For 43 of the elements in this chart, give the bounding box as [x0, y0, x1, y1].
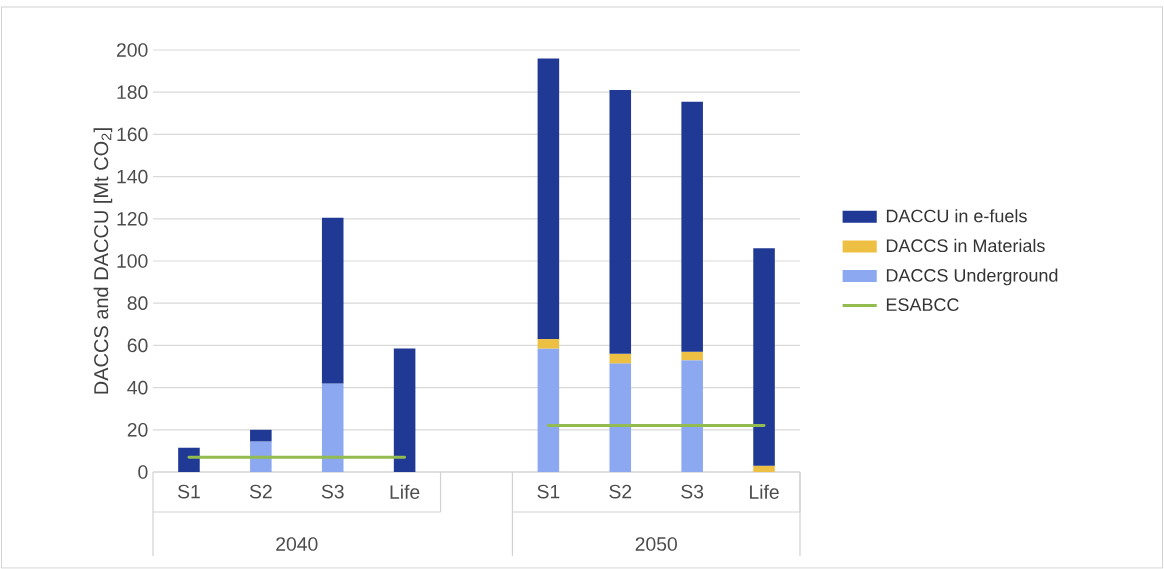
y-tick-label: 200 [117, 43, 148, 57]
legend-label: DACCS Underground [886, 268, 1058, 286]
text: 2050 [635, 537, 677, 551]
bar [321, 383, 344, 472]
y-tick-label: 120 [117, 211, 148, 226]
y-tick-label: 40 [127, 380, 148, 395]
y-tick-label: 180 [117, 85, 148, 100]
text: 2040 [276, 537, 318, 551]
bar [250, 429, 272, 442]
x-tick-label: S1 [178, 484, 200, 499]
bar [537, 348, 560, 472]
legend-label: ESABCC [886, 298, 959, 312]
y-axis-title: DACCS and DACCU [Mt CO$_{2}$] [93, 128, 113, 394]
bar [178, 447, 200, 472]
bar [609, 90, 632, 354]
bar [393, 348, 416, 472]
legend-label: DACCS in Materials [886, 238, 1045, 253]
bar [609, 353, 632, 364]
x-tick-label: Life [750, 484, 779, 499]
y-tick-label: 140 [117, 169, 148, 184]
bar [250, 441, 272, 472]
x-tick-label: Life [390, 484, 420, 499]
y-tick-label: 60 [127, 338, 148, 353]
bar [321, 217, 344, 384]
bar [537, 339, 560, 349]
x-tick-label: S2 [609, 484, 632, 499]
x-tick-label: S3 [681, 484, 704, 499]
x-tick-label: S2 [249, 484, 272, 499]
y-tick-label: 160 [117, 127, 148, 142]
y-tick-label: 20 [127, 422, 148, 437]
x-tick-label: S3 [321, 484, 344, 499]
bar [753, 248, 775, 466]
bar [681, 360, 703, 472]
bar [537, 58, 560, 340]
y-tick-label: 100 [117, 254, 148, 268]
bar [609, 363, 632, 472]
x-tick-label: S1 [537, 484, 560, 499]
y-tick-label: 80 [127, 296, 148, 311]
bar [681, 101, 703, 352]
legend-label: DACCU in e-fuels [886, 209, 1027, 223]
bar [681, 351, 703, 361]
y-tick-label: 0 [138, 465, 148, 479]
bar [753, 465, 775, 472]
